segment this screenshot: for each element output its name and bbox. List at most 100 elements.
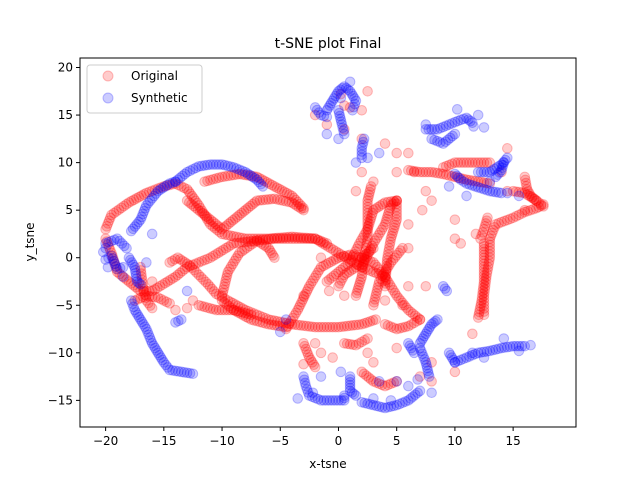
original-point xyxy=(378,221,389,233)
synthetic-point xyxy=(461,178,472,189)
synthetic-point xyxy=(162,362,174,373)
original-point xyxy=(254,234,266,246)
original-point xyxy=(333,247,344,259)
original-point xyxy=(245,314,257,325)
original-point xyxy=(223,218,234,230)
synthetic-point xyxy=(97,246,109,258)
original-point xyxy=(274,316,286,328)
original-point xyxy=(449,366,461,378)
original-point xyxy=(325,242,337,254)
synthetic-point xyxy=(154,349,165,361)
synthetic-point xyxy=(339,392,350,404)
original-point xyxy=(382,252,393,264)
original-point xyxy=(353,257,365,268)
synthetic-point xyxy=(493,343,504,355)
original-point xyxy=(380,275,391,286)
original-point xyxy=(363,246,375,258)
original-point xyxy=(249,197,261,208)
original-point xyxy=(318,321,330,333)
original-point xyxy=(202,279,214,290)
original-point xyxy=(347,251,359,263)
original-point xyxy=(245,170,257,182)
original-point xyxy=(309,233,321,244)
synthetic-point xyxy=(280,314,292,325)
original-point xyxy=(414,314,426,325)
original-point xyxy=(377,270,388,282)
original-point xyxy=(193,257,205,268)
original-point xyxy=(266,193,277,205)
original-point xyxy=(219,171,231,182)
original-point xyxy=(296,296,307,308)
original-point xyxy=(272,232,283,244)
original-point xyxy=(469,157,481,168)
original-point xyxy=(264,245,276,256)
original-point xyxy=(347,320,359,331)
original-point xyxy=(339,124,350,135)
synthetic-point xyxy=(102,261,114,273)
synthetic-point xyxy=(504,341,516,352)
original-point xyxy=(479,284,491,295)
synthetic-point xyxy=(318,110,330,122)
original-point xyxy=(352,285,363,296)
original-point xyxy=(304,233,315,244)
synthetic-point xyxy=(382,401,394,413)
original-point xyxy=(227,258,239,270)
original-point xyxy=(455,238,467,249)
original-point xyxy=(263,194,274,205)
original-point xyxy=(193,200,205,211)
original-point xyxy=(283,233,295,244)
original-point xyxy=(340,260,351,272)
synthetic-point xyxy=(455,174,467,186)
original-point xyxy=(519,206,531,218)
original-point xyxy=(230,306,242,317)
original-point xyxy=(191,267,202,278)
original-point xyxy=(372,282,384,293)
original-point xyxy=(519,187,531,199)
synthetic-point xyxy=(138,205,150,217)
synthetic-point xyxy=(420,119,432,130)
original-point xyxy=(328,244,339,256)
original-point xyxy=(157,279,168,290)
original-point xyxy=(152,183,164,194)
synthetic-point xyxy=(415,345,427,357)
synthetic-point xyxy=(481,166,493,178)
original-point xyxy=(528,193,540,205)
original-point xyxy=(251,235,263,246)
original-point xyxy=(260,194,272,205)
original-point xyxy=(364,246,375,257)
original-point xyxy=(261,177,273,188)
synthetic-point xyxy=(494,167,505,178)
synthetic-point xyxy=(465,115,476,127)
synthetic-point xyxy=(315,395,327,406)
synthetic-point xyxy=(481,184,493,196)
original-point xyxy=(403,304,414,316)
original-point xyxy=(345,264,357,276)
original-point xyxy=(383,205,395,217)
original-point xyxy=(315,236,326,248)
original-point xyxy=(355,254,366,266)
synthetic-point xyxy=(137,208,149,220)
synthetic-point xyxy=(463,114,474,125)
original-point xyxy=(263,242,274,254)
synthetic-point xyxy=(502,187,513,199)
original-point xyxy=(312,267,323,278)
synthetic-point xyxy=(155,184,166,195)
original-point xyxy=(290,307,302,319)
original-point xyxy=(368,242,379,254)
original-point xyxy=(383,259,395,271)
original-point xyxy=(351,287,363,299)
synthetic-point xyxy=(502,152,513,164)
original-point xyxy=(432,167,443,179)
original-point xyxy=(188,200,199,212)
original-point xyxy=(384,279,396,291)
original-point xyxy=(361,251,373,262)
synthetic-point xyxy=(247,171,258,182)
original-point xyxy=(391,250,402,261)
original-point xyxy=(357,259,369,270)
original-point xyxy=(266,314,277,326)
x-axis-label: x-tsne xyxy=(309,457,346,471)
original-point xyxy=(240,307,251,319)
synthetic-point xyxy=(486,165,498,176)
original-point xyxy=(248,308,260,319)
original-point xyxy=(475,157,487,168)
